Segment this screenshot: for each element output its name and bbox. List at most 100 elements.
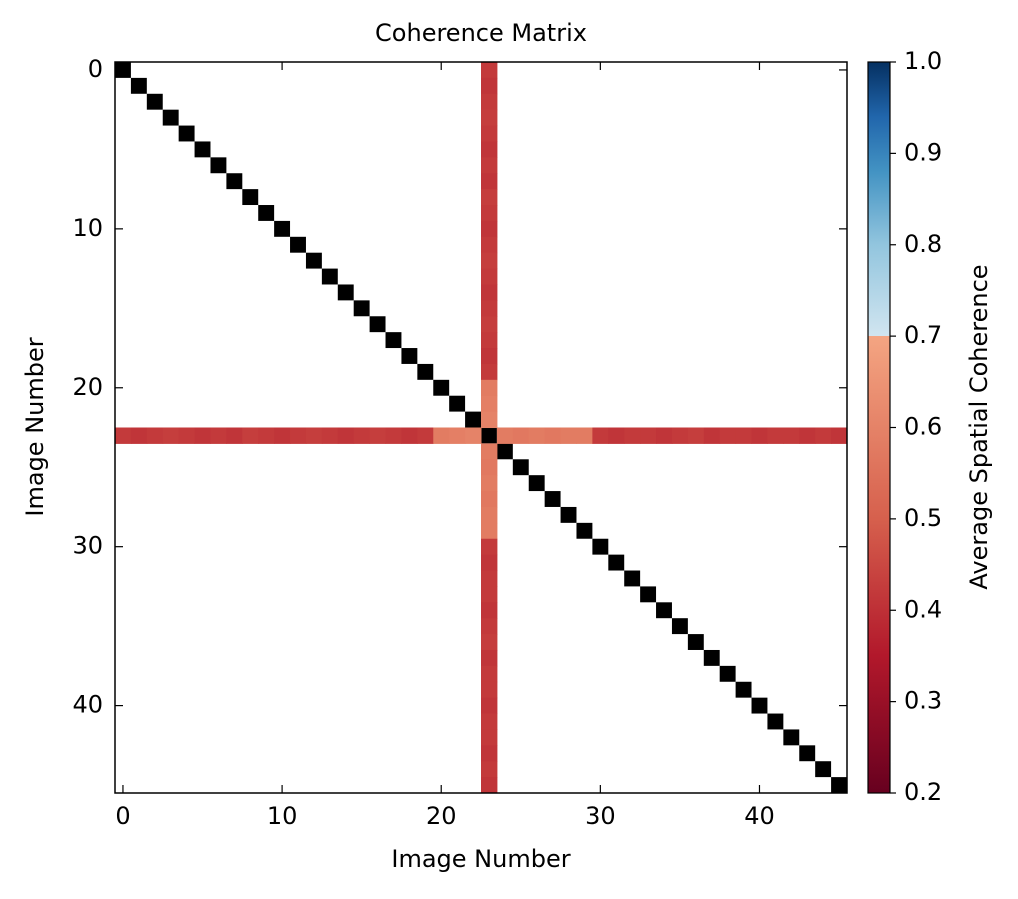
cell	[481, 681, 498, 699]
y-tick-label: 30	[72, 532, 103, 560]
cell	[210, 427, 227, 444]
x-tick-label: 10	[267, 802, 298, 830]
x-tick-label: 0	[115, 802, 130, 830]
diagonal-cell	[831, 777, 847, 793]
cell	[481, 729, 498, 746]
cell	[671, 427, 689, 444]
cell	[481, 649, 498, 667]
diagonal-cell	[783, 729, 800, 746]
diagonal-cell	[496, 443, 513, 460]
diagonal-cell	[703, 649, 720, 666]
cell	[369, 427, 387, 444]
cell	[783, 427, 800, 444]
cell	[385, 427, 402, 444]
diagonal-cell	[178, 125, 195, 142]
cell	[481, 506, 498, 524]
cell	[401, 427, 418, 444]
cell	[481, 665, 498, 683]
cell	[481, 586, 498, 603]
cell	[481, 697, 498, 715]
cell	[481, 109, 498, 127]
diagonal-cell	[592, 538, 609, 555]
cell	[194, 427, 211, 444]
cell	[258, 427, 275, 444]
diagonal-cell	[194, 141, 211, 158]
cell	[544, 427, 562, 444]
diagonal-cell	[258, 205, 275, 221]
diagonal-cell	[369, 316, 386, 333]
cell	[592, 427, 609, 444]
diagonal-cell	[385, 332, 402, 349]
cell	[767, 427, 784, 444]
cell	[496, 427, 514, 444]
cell	[481, 634, 498, 651]
y-axis-label: Image Number	[21, 337, 49, 516]
cell	[178, 427, 196, 444]
cell	[703, 427, 721, 444]
diagonal-cell	[640, 586, 657, 603]
diagonal-cell	[465, 411, 481, 428]
x-axis-label: Image Number	[391, 845, 570, 873]
y-tick-label: 10	[72, 214, 103, 242]
cell	[449, 427, 466, 444]
cell	[242, 427, 259, 444]
y-tick-label: 0	[88, 55, 103, 83]
colorbar	[867, 61, 891, 794]
diagonal-cell	[624, 570, 641, 587]
cell	[815, 427, 832, 444]
cell	[608, 427, 625, 444]
cell	[481, 713, 498, 730]
cell	[481, 379, 498, 397]
cell	[481, 538, 498, 556]
cell	[481, 252, 498, 270]
diagonal-cell	[146, 93, 163, 110]
cell	[735, 427, 753, 444]
cell	[481, 570, 498, 587]
cell	[481, 77, 498, 95]
x-tick-label: 40	[744, 802, 775, 830]
diagonal-cell	[226, 173, 243, 190]
diagonal-cell	[274, 220, 291, 237]
diagonal-cell	[608, 554, 625, 571]
diagonal-cell	[528, 475, 545, 492]
diagonal-cell	[162, 109, 179, 126]
diagonal-cell	[417, 363, 434, 380]
diagonal-cell	[576, 522, 593, 539]
cell	[481, 300, 498, 317]
cell	[751, 427, 768, 444]
colorbar-tick-label: 0.9	[904, 138, 942, 166]
cell	[719, 427, 737, 444]
diagonal-cell	[290, 236, 306, 253]
colorbar-label: Average Spatial Coherence	[965, 264, 993, 589]
cell	[624, 427, 641, 444]
diagonal-cell	[656, 602, 672, 619]
cell	[481, 316, 498, 333]
cell	[481, 363, 498, 381]
colorbar-tick-label: 0.4	[904, 595, 942, 623]
cell	[481, 459, 498, 476]
diagonal-cell	[353, 300, 370, 317]
cell	[226, 427, 243, 444]
cell	[146, 427, 164, 444]
cell	[481, 475, 498, 492]
cell	[481, 62, 498, 79]
x-tick-label: 30	[585, 802, 616, 830]
cell	[481, 411, 498, 429]
diagonal-cell	[735, 681, 752, 698]
diagonal-cell	[719, 665, 736, 682]
cell	[481, 491, 498, 508]
cell	[417, 427, 434, 444]
diagonal-cell	[560, 506, 577, 523]
y-tick-label: 20	[72, 373, 103, 401]
colorbar-tick-label: 1.0	[904, 47, 942, 75]
cell	[576, 427, 593, 444]
cell	[481, 189, 498, 206]
cell	[640, 427, 657, 444]
cell	[481, 602, 498, 619]
diagonal-cell	[767, 713, 784, 730]
cell	[481, 125, 498, 142]
cell	[656, 427, 673, 444]
cell	[481, 618, 498, 635]
cell	[512, 427, 530, 444]
cell	[433, 427, 450, 444]
